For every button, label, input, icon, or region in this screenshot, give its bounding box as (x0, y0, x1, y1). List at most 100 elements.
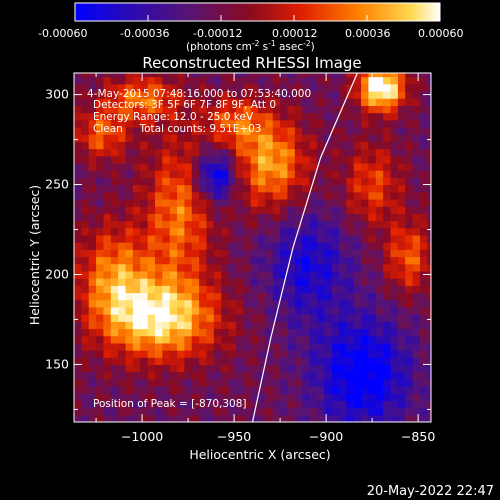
heatmap-cell (302, 112, 311, 121)
heatmap-cell (287, 170, 296, 178)
heatmap-cell (258, 198, 266, 207)
heatmap-cell (110, 335, 119, 344)
heatmap-cell (324, 177, 333, 186)
heatmap-cell (397, 256, 406, 265)
heatmap-cell (346, 76, 355, 85)
heatmap-cell (81, 234, 90, 243)
heatmap-cell (125, 249, 134, 258)
heatmap-cell (74, 335, 82, 344)
heatmap-cell (309, 393, 318, 402)
heatmap-cell (250, 227, 259, 236)
heatmap-cell (258, 242, 266, 250)
heatmap-cell (184, 170, 193, 178)
heatmap-cell (287, 263, 296, 272)
heatmap-cell (397, 364, 406, 373)
heatmap-cell (272, 112, 281, 121)
heatmap-cell (353, 314, 362, 322)
heatmap-cell (132, 314, 141, 322)
heatmap-cell (191, 198, 200, 207)
heatmap-cell (103, 177, 112, 186)
heatmap-cell (412, 342, 421, 351)
heatmap-cell (74, 220, 82, 229)
heatmap-cell (184, 263, 193, 272)
heatmap-cell (287, 134, 296, 142)
heatmap-cell (162, 400, 171, 409)
heatmap-cell (294, 220, 303, 229)
heatmap-cell (258, 162, 266, 171)
heatmap-cell (169, 306, 178, 315)
heatmap-cell (294, 292, 303, 301)
heatmap-cell (243, 184, 252, 193)
heatmap-cell (110, 378, 119, 387)
heatmap-cell (427, 278, 431, 286)
heatmap-cell (258, 126, 266, 135)
heatmap-cell (162, 155, 171, 164)
heatmap-cell (427, 162, 431, 171)
heatmap-cell (309, 306, 318, 315)
heatmap-cell (154, 119, 163, 128)
heatmap-cell (103, 364, 112, 373)
heatmap-cell (243, 242, 252, 250)
heatmap-cell (96, 105, 105, 114)
heatmap-cell (280, 306, 289, 315)
heatmap-cell (287, 155, 296, 164)
heatmap-cell (103, 400, 112, 409)
heatmap-cell (140, 414, 149, 422)
heatmap-cell (132, 285, 141, 294)
chart-title: Reconstructed RHESSI Image (142, 54, 361, 72)
heatmap-cell (169, 249, 178, 258)
heatmap-cell (132, 184, 141, 193)
heatmap-cell (405, 227, 414, 236)
heatmap-cell (287, 105, 296, 114)
heatmap-cell (250, 206, 259, 214)
heatmap-cell (338, 270, 347, 279)
heatmap-cell (353, 213, 362, 222)
heatmap-cell (118, 220, 127, 229)
heatmap-cell (272, 414, 281, 422)
heatmap-cell (331, 76, 340, 85)
heatmap-cell (383, 177, 392, 186)
heatmap-cell (316, 141, 325, 150)
heatmap-cell (147, 227, 156, 236)
heatmap-cell (361, 83, 370, 92)
heatmap-cell (184, 191, 193, 200)
heatmap-cell (368, 364, 377, 373)
heatmap-cell (368, 227, 377, 236)
heatmap-cell (235, 98, 244, 106)
heatmap-cell (346, 364, 355, 373)
heatmap-cell (243, 256, 252, 265)
x-tick-label: −850 (401, 429, 435, 444)
heatmap-cell (184, 155, 193, 164)
heatmap-cell (140, 386, 149, 394)
heatmap-cell (375, 263, 384, 272)
heatmap-cell (169, 155, 178, 164)
heatmap-cell (162, 364, 171, 373)
heatmap-cell (338, 414, 347, 422)
heatmap-cell (154, 184, 163, 193)
heatmap-cell (228, 112, 237, 121)
heatmap-cell (132, 242, 141, 250)
heatmap-cell (147, 364, 156, 373)
heatmap-cell (103, 278, 112, 286)
heatmap-cell (147, 314, 156, 322)
heatmap-cell (390, 270, 399, 279)
heatmap-cell (162, 292, 171, 301)
heatmap-cell (412, 191, 421, 200)
heatmap-cell (368, 350, 377, 358)
heatmap-cell (162, 314, 171, 322)
heatmap-cell (361, 314, 370, 322)
heatmap-cell (397, 73, 406, 78)
heatmap-cell (258, 170, 266, 178)
heatmap-cell (375, 285, 384, 294)
heatmap-cell (206, 76, 215, 85)
heatmap-cell (118, 314, 127, 322)
heatmap-cell (250, 126, 259, 135)
heatmap-cell (346, 126, 355, 135)
heatmap-cell (294, 357, 303, 366)
heatmap-cell (294, 105, 303, 114)
heatmap-cell (316, 198, 325, 207)
heatmap-cell (331, 227, 340, 236)
heatmap-cell (383, 227, 392, 236)
heatmap-cell (309, 256, 318, 265)
heatmap-cell (338, 162, 347, 171)
